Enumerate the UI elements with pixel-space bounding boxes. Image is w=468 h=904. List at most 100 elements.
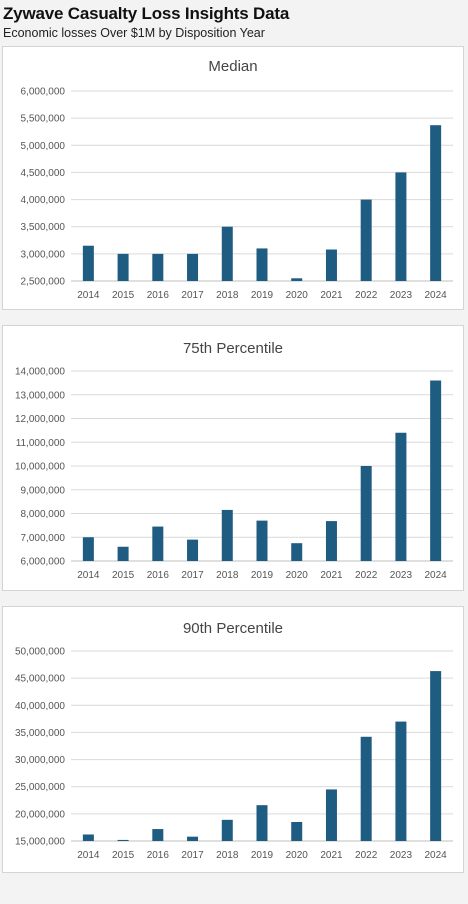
bar-2022 bbox=[360, 199, 372, 281]
bar-2021 bbox=[325, 249, 337, 281]
x-tick-label: 2018 bbox=[216, 290, 239, 301]
bar-2023 bbox=[395, 172, 407, 281]
x-tick-label: 2023 bbox=[390, 850, 413, 861]
y-tick-label: 15,000,000 bbox=[15, 837, 65, 848]
y-tick-label: 40,000,000 bbox=[15, 701, 65, 712]
y-tick-label: 2,500,000 bbox=[21, 277, 66, 288]
p75-chart-panel: 75th Percentile 6,000,000 7,000,000 8,000,… bbox=[2, 325, 464, 591]
x-tick-label: 2021 bbox=[320, 290, 343, 301]
y-tick-label: 7,000,000 bbox=[21, 533, 66, 544]
x-tick-label: 2021 bbox=[320, 570, 343, 581]
bar-2018 bbox=[221, 226, 233, 281]
x-tick-label: 2019 bbox=[251, 290, 274, 301]
bar-2018 bbox=[221, 509, 233, 561]
bar-2017 bbox=[187, 836, 199, 841]
x-tick-label: 2016 bbox=[147, 850, 170, 861]
y-tick-label: 6,000,000 bbox=[21, 557, 66, 568]
bar-2023 bbox=[395, 432, 407, 561]
x-tick-label: 2018 bbox=[216, 850, 239, 861]
x-tick-label: 2021 bbox=[320, 850, 343, 861]
bar-2016 bbox=[152, 526, 164, 561]
y-tick-label: 14,000,000 bbox=[15, 367, 65, 378]
p90-chart: 90th Percentile 15,000,000 20,000,000 25,0… bbox=[15, 620, 453, 861]
bar-2020 bbox=[291, 822, 303, 841]
y-tick-label: 45,000,000 bbox=[15, 674, 65, 685]
bar-2021 bbox=[325, 789, 337, 841]
x-tick-label: 2020 bbox=[286, 850, 309, 861]
chart-title: 90th Percentile bbox=[183, 620, 283, 637]
y-tick-label: 5,500,000 bbox=[21, 114, 66, 125]
p90-chart-panel: 90th Percentile 15,000,000 20,000,000 25,0… bbox=[2, 606, 464, 873]
y-tick-label: 8,000,000 bbox=[21, 509, 66, 520]
x-tick-label: 2014 bbox=[77, 850, 100, 861]
bar-2022 bbox=[360, 736, 372, 841]
x-tick-label: 2016 bbox=[147, 290, 170, 301]
x-tick-label: 2015 bbox=[112, 850, 135, 861]
page-title: Zywave Casualty Loss Insights Data bbox=[3, 4, 290, 23]
bar-2016 bbox=[152, 829, 164, 841]
median-chart: Median 2,500,000 3,000,000 3,500,000 4,000,… bbox=[21, 58, 453, 301]
bar-2022 bbox=[360, 466, 372, 561]
y-tick-label: 25,000,000 bbox=[15, 782, 65, 793]
bar-2016 bbox=[152, 253, 164, 281]
y-tick-label: 12,000,000 bbox=[15, 414, 65, 425]
bar-2017 bbox=[187, 253, 199, 281]
page-subtitle: Economic losses Over $1M by Disposition … bbox=[3, 26, 265, 40]
y-tick-label: 10,000,000 bbox=[15, 462, 65, 473]
x-tick-label: 2023 bbox=[390, 570, 413, 581]
x-tick-label: 2017 bbox=[181, 290, 204, 301]
x-tick-label: 2020 bbox=[286, 290, 309, 301]
x-tick-label: 2019 bbox=[251, 850, 274, 861]
y-tick-label: 5,000,000 bbox=[21, 141, 66, 152]
x-tick-label: 2016 bbox=[147, 570, 170, 581]
y-tick-label: 3,500,000 bbox=[21, 222, 66, 233]
y-tick-label: 4,500,000 bbox=[21, 168, 66, 179]
median-chart-panel: Median 2,500,000 3,000,000 3,500,000 4,000,… bbox=[2, 46, 464, 310]
y-tick-label: 4,000,000 bbox=[21, 195, 66, 206]
bar-2015 bbox=[117, 839, 129, 841]
x-tick-label: 2015 bbox=[112, 570, 135, 581]
bar-2018 bbox=[221, 819, 233, 841]
bar-2014 bbox=[82, 537, 94, 561]
x-tick-label: 2024 bbox=[425, 850, 448, 861]
chart-title: 75th Percentile bbox=[183, 340, 283, 357]
bar-2015 bbox=[117, 253, 129, 281]
x-tick-label: 2024 bbox=[425, 290, 448, 301]
bar-2019 bbox=[256, 248, 268, 281]
y-tick-label: 3,000,000 bbox=[21, 249, 66, 260]
bar-2014 bbox=[82, 834, 94, 841]
bar-2019 bbox=[256, 520, 268, 561]
bar-2014 bbox=[82, 245, 94, 281]
x-tick-label: 2022 bbox=[355, 290, 378, 301]
y-tick-label: 6,000,000 bbox=[21, 87, 66, 98]
bar-2020 bbox=[291, 543, 303, 561]
chart-title: Median bbox=[208, 58, 257, 75]
y-tick-label: 35,000,000 bbox=[15, 728, 65, 739]
y-tick-label: 30,000,000 bbox=[15, 755, 65, 766]
y-tick-label: 13,000,000 bbox=[15, 390, 65, 401]
bar-2024 bbox=[430, 380, 442, 561]
bar-2017 bbox=[187, 539, 199, 561]
bar-2019 bbox=[256, 805, 268, 841]
x-tick-label: 2022 bbox=[355, 850, 378, 861]
x-tick-label: 2020 bbox=[286, 570, 309, 581]
y-tick-label: 11,000,000 bbox=[16, 438, 66, 449]
p75-chart: 75th Percentile 6,000,000 7,000,000 8,000,… bbox=[15, 340, 453, 581]
bar-2024 bbox=[430, 125, 442, 281]
x-tick-label: 2014 bbox=[77, 290, 100, 301]
x-tick-label: 2017 bbox=[181, 570, 204, 581]
x-tick-label: 2024 bbox=[425, 570, 448, 581]
y-tick-label: 20,000,000 bbox=[15, 809, 65, 820]
bar-2024 bbox=[430, 671, 442, 841]
y-tick-label: 50,000,000 bbox=[15, 647, 65, 658]
bar-2021 bbox=[325, 521, 337, 561]
x-tick-label: 2019 bbox=[251, 570, 274, 581]
x-tick-label: 2018 bbox=[216, 570, 239, 581]
bar-2020 bbox=[291, 278, 303, 281]
bar-2023 bbox=[395, 721, 407, 841]
bar-2015 bbox=[117, 546, 129, 561]
y-tick-label: 9,000,000 bbox=[21, 485, 66, 496]
x-tick-label: 2023 bbox=[390, 290, 413, 301]
x-tick-label: 2015 bbox=[112, 290, 135, 301]
x-tick-label: 2014 bbox=[77, 570, 100, 581]
